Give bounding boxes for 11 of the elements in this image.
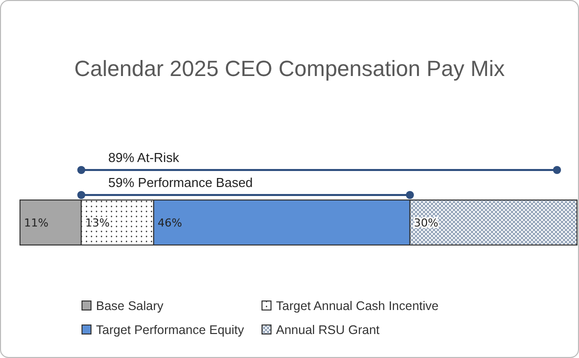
chart-title: Calendar 2025 CEO Compensation Pay Mix bbox=[74, 56, 505, 81]
legend-label: Target Annual Cash Incentive bbox=[276, 299, 439, 313]
data-label: 46% bbox=[158, 216, 182, 230]
data-label: 13% bbox=[85, 216, 110, 230]
text: 59% Performance Based bbox=[108, 175, 253, 190]
data-label: 30% bbox=[414, 216, 438, 230]
text: 89% At-Risk bbox=[108, 150, 180, 165]
legend-label: Annual RSU Grant bbox=[276, 323, 380, 337]
data-label: 11% bbox=[24, 216, 48, 230]
legend-label: Target Performance Equity bbox=[96, 323, 245, 337]
legend-label: Base Salary bbox=[96, 299, 164, 313]
